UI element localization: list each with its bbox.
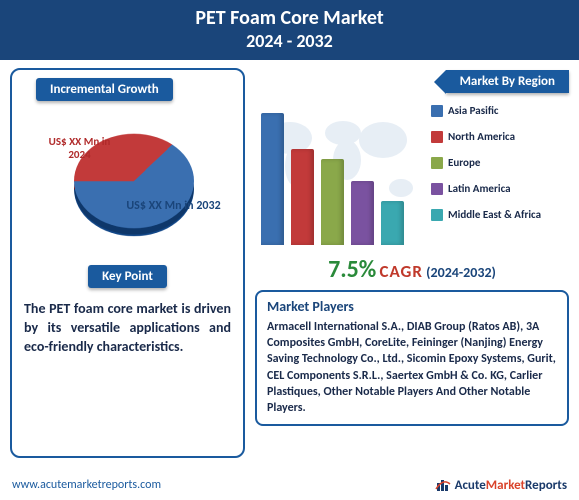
cagr-value: 7.5% [328,255,376,284]
key-point-ribbon: Key Point [88,265,167,288]
legend-item: Latin America [431,182,569,195]
left-panel: Incremental Growth US$ XX Mn in 2024 US$… [10,68,245,458]
header: PET Foam Core Market 2024 - 2032 [0,0,579,60]
cagr-line: 7.5% CAGR (2024-2032) [255,255,569,284]
bar-chart [255,98,425,253]
legend-label: Middle East & Africa [448,208,541,221]
legend-item: Europe [431,156,569,169]
logo-text-1: Acute [455,478,486,493]
footer: www.acutemarketreports.com Acute Market … [12,476,567,494]
incremental-growth-ribbon: Incremental Growth [36,78,173,101]
footer-url: www.acutemarketreports.com [12,478,161,492]
content: Incremental Growth US$ XX Mn in 2024 US$… [0,60,579,458]
legend-swatch [431,131,443,143]
legend-swatch [431,183,443,195]
market-players-text: Armacell International S.A., DIAB Group … [267,319,557,416]
legend-label: North America [448,130,515,143]
ribbon-wrap: Incremental Growth [20,78,235,101]
infographic-root: PET Foam Core Market 2024 - 2032 Increme… [0,0,579,500]
logo-text-2: Market [486,478,525,493]
bar-north-america [291,149,314,245]
bar-chart-block: Asia Pasific North America Europe Latin Ame… [255,98,569,253]
legend-label: Latin America [448,182,511,195]
bar-middle-east-africa [381,201,404,245]
legend-item: Middle East & Africa [431,208,569,221]
legend-swatch [431,105,443,117]
legend-label: Asia Pasific [448,104,499,117]
bar-europe [321,159,344,245]
bars-container [261,105,404,245]
pie-chart: US$ XX Mn in 2024 US$ XX Mn in 2032 [28,107,228,257]
title: PET Foam Core Market [0,6,579,30]
bar-latin-america [351,181,374,245]
right-panel: Market By Region [245,68,569,458]
legend-item: North America [431,130,569,143]
period: 2024 - 2032 [0,30,579,52]
market-players-box: Market Players Armacell International S.… [255,290,569,426]
legend: Asia Pasific North America Europe Latin Ame… [425,98,569,253]
key-point-text: The PET foam core market is driven by it… [20,294,235,357]
cagr-label: CAGR [379,261,423,282]
pie-label-2024: US$ XX Mn in 2024 [40,135,120,161]
logo-icon [434,476,452,494]
ribbon-wrap-2: Key Point [20,265,235,288]
legend-item: Asia Pasific [431,104,569,117]
legend-swatch [431,157,443,169]
cagr-period: (2024-2032) [426,264,496,281]
legend-swatch [431,209,443,221]
market-by-region-ribbon: Market By Region [446,70,569,93]
pie-label-2032: US$ XX Mn in 2032 [124,199,224,213]
logo: Acute Market Reports [434,476,567,494]
logo-text-3: Reports [525,478,567,493]
bar-asia-pasific [261,113,284,245]
legend-label: Europe [448,156,480,169]
market-players-title: Market Players [267,298,557,315]
